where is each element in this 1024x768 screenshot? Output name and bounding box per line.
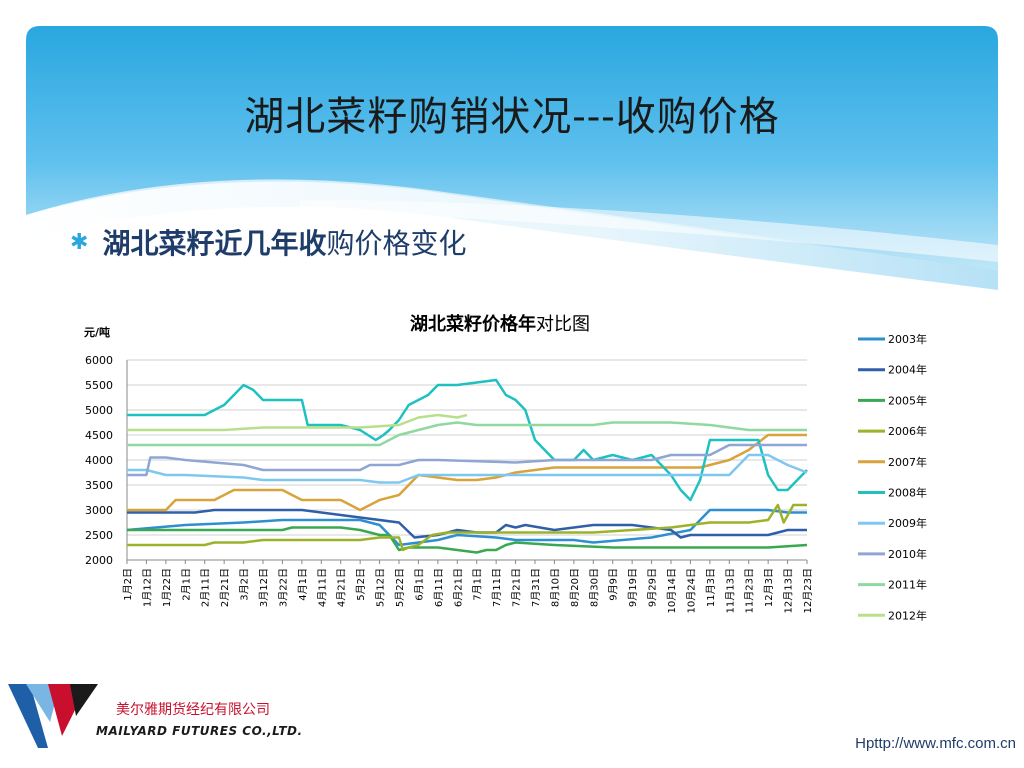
x-tick-label: 8月20日 xyxy=(569,568,581,607)
legend-label: 2012年 xyxy=(888,608,927,622)
company-name-en: MAILYARD FUTURES CO.,LTD. xyxy=(96,724,303,738)
price-line-chart: 湖北菜籽价格年对比图 元/吨 2000 2500 3000 3500 4000 4500 5… xyxy=(84,313,927,622)
legend-label: 2011年 xyxy=(888,578,927,592)
series-line-2009年 xyxy=(127,453,808,484)
x-tick-label: 1月22日 xyxy=(161,568,173,607)
legend-label: 2006年 xyxy=(888,424,927,438)
x-tick-label: 2月11日 xyxy=(200,568,212,607)
bullet-row: ✱ 湖北菜籽近几年收购价格变化 xyxy=(70,222,466,262)
x-tick-label: 11月3日 xyxy=(705,568,717,607)
x-tick-label: 1月2日 xyxy=(122,568,134,601)
x-tick-label: 8月30日 xyxy=(588,568,600,607)
y-tick-label: 4500 xyxy=(85,429,113,442)
x-axis-ticks: 1月2日 1月12日 1月22日 2月1日 2月11日 2月21日 3月2日 3月12日 3月2… xyxy=(122,560,814,613)
series-line-2010年 xyxy=(127,443,807,477)
company-logo xyxy=(8,684,98,748)
x-tick-label: 11月13日 xyxy=(724,568,736,613)
x-tick-label: 12月3日 xyxy=(763,568,775,607)
x-tick-label: 2月21日 xyxy=(219,568,231,607)
y-tick-label: 2000 xyxy=(85,554,113,567)
x-tick-label: 6月11日 xyxy=(433,568,445,607)
x-tick-label: 12月23日 xyxy=(802,568,814,613)
legend-label: 2005年 xyxy=(888,393,927,407)
legend-label: 2004年 xyxy=(888,363,927,377)
x-tick-label: 10月24日 xyxy=(685,568,697,613)
banner-shape xyxy=(26,26,998,270)
bullet-star-icon: ✱ xyxy=(70,230,89,255)
x-tick-label: 7月21日 xyxy=(511,568,523,607)
company-name-cn: 美尔雅期货经纪有限公司 xyxy=(116,702,270,718)
x-tick-label: 1月12日 xyxy=(141,568,153,607)
series-line-2007年 xyxy=(127,433,807,512)
x-tick-label: 4月11日 xyxy=(316,568,328,607)
x-tick-label: 3月12日 xyxy=(258,568,270,607)
x-tick-label: 5月12日 xyxy=(375,568,387,607)
series-line-2006年 xyxy=(127,503,807,552)
y-tick-label: 5500 xyxy=(85,379,113,392)
chart-legend: 2003年 2004年 2005年 2006年 2007年 2008年 2009年 2010年… xyxy=(858,332,927,622)
website-url[interactable]: Hpttp://www.mfc.com.cn xyxy=(855,735,1016,752)
x-tick-label: 7月1日 xyxy=(472,568,484,601)
x-tick-label: 9月19日 xyxy=(627,568,639,607)
x-tick-label: 7月31日 xyxy=(530,568,542,607)
x-tick-label: 11月23日 xyxy=(744,568,756,613)
x-tick-label: 10月14日 xyxy=(666,568,678,613)
series-line-2011年 xyxy=(127,421,807,447)
chart-title: 湖北菜籽价格年对比图 xyxy=(410,313,590,335)
series-line-2004年 xyxy=(127,508,807,539)
x-tick-label: 9月9日 xyxy=(608,568,620,601)
x-tick-label: 12月13日 xyxy=(783,568,795,613)
slide-title: 湖北菜籽购销状况---收购价格 xyxy=(244,94,780,140)
bullet-text-bold: 湖北菜籽近几年收 xyxy=(102,227,327,260)
series-line-2005年 xyxy=(127,526,808,554)
header-banner xyxy=(26,26,998,290)
legend-label: 2009年 xyxy=(888,516,927,530)
x-tick-label: 3月22日 xyxy=(277,568,289,607)
y-tick-label: 3000 xyxy=(85,504,113,517)
y-tick-label: 4000 xyxy=(85,454,113,467)
x-tick-label: 5月22日 xyxy=(394,568,406,607)
x-tick-label: 6月1日 xyxy=(413,568,425,601)
banner-swoosh-2 xyxy=(300,200,998,262)
series-line-2012年 xyxy=(127,413,468,432)
chart-grid xyxy=(126,359,807,561)
y-axis-ticks: 2000 2500 3000 3500 4000 4500 5000 5500 6000 xyxy=(85,354,113,567)
y-tick-label: 2500 xyxy=(85,529,113,542)
banner-swoosh xyxy=(26,179,998,290)
legend-label: 2010年 xyxy=(888,547,927,561)
y-axis-unit: 元/吨 xyxy=(84,325,110,339)
bullet-text: 购价格变化 xyxy=(326,227,467,260)
y-tick-label: 3500 xyxy=(85,479,113,492)
series-line-2003年 xyxy=(126,508,807,547)
chart-title-bold: 湖北菜籽价格年 xyxy=(410,313,536,335)
x-tick-label: 5月2日 xyxy=(355,568,367,601)
x-tick-label: 7月11日 xyxy=(491,568,503,607)
legend-label: 2003年 xyxy=(888,332,927,346)
chart-title-rest: 对比图 xyxy=(536,314,590,335)
x-tick-label: 9月29日 xyxy=(647,568,659,607)
x-tick-label: 8月10日 xyxy=(549,568,561,607)
x-tick-label: 4月1日 xyxy=(297,568,309,601)
x-tick-label: 6月21日 xyxy=(452,568,464,607)
legend-label: 2008年 xyxy=(888,486,927,500)
x-tick-label: 3月2日 xyxy=(239,568,251,601)
legend-label: 2007年 xyxy=(888,455,927,469)
y-tick-label: 6000 xyxy=(85,354,113,367)
x-tick-label: 4月21日 xyxy=(336,568,348,607)
series-lines xyxy=(126,378,808,554)
x-tick-label: 2月1日 xyxy=(180,568,192,601)
y-tick-label: 5000 xyxy=(85,404,113,417)
series-line-2008年 xyxy=(127,378,808,502)
